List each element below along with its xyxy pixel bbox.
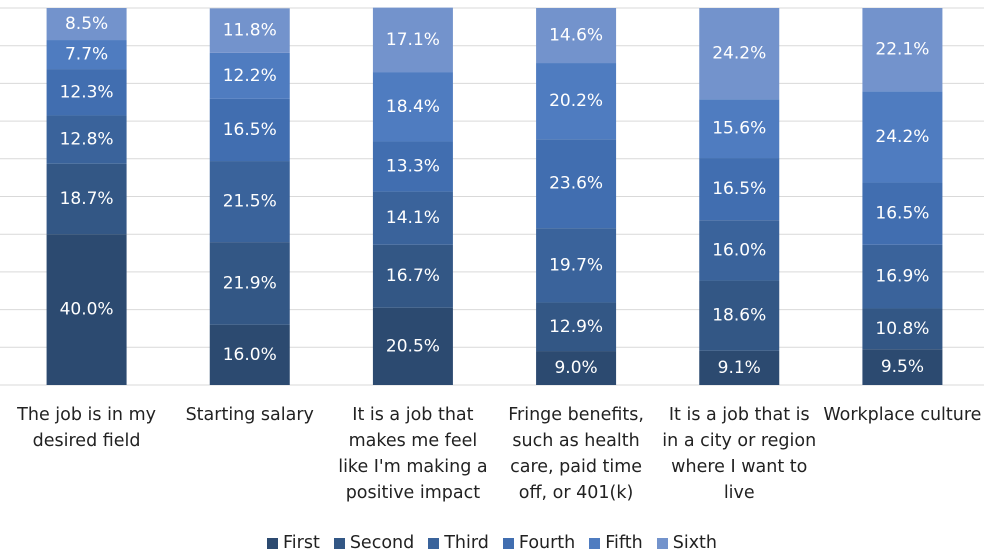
- bar-segment: [699, 350, 780, 385]
- data-label: 19.7%: [549, 255, 603, 275]
- bar-segment: [699, 8, 780, 100]
- bar-segment: [209, 98, 290, 162]
- bar-segment: [699, 158, 780, 221]
- data-label: 16.9%: [875, 267, 929, 287]
- bar-segment: [536, 351, 617, 385]
- data-label: 7.7%: [65, 45, 108, 65]
- legend: First Second Third Fourth Fifth Sixth: [0, 533, 984, 553]
- data-label: 15.6%: [712, 119, 766, 139]
- bar-segment: [372, 141, 453, 192]
- bar-segment: [372, 244, 453, 308]
- legend-swatch: [656, 537, 668, 549]
- data-label: 20.2%: [549, 91, 603, 111]
- legend-swatch: [502, 537, 514, 549]
- data-label: 12.2%: [223, 66, 277, 86]
- bar-segment: [46, 163, 127, 235]
- bar-segment: [536, 228, 617, 303]
- bar-segment: [372, 307, 453, 385]
- data-label: 9.0%: [554, 358, 597, 378]
- x-tick-label: Starting salary: [185, 405, 314, 425]
- legend-label: Sixth: [672, 533, 718, 553]
- data-label: 9.5%: [881, 357, 924, 377]
- data-label: 16.5%: [875, 204, 929, 224]
- bar-segment: [862, 349, 943, 385]
- data-label: 17.1%: [386, 30, 440, 50]
- bar-segment: [372, 191, 453, 245]
- legend-label: First: [282, 533, 320, 553]
- plot: 40.0% 18.7% 12.8% 12.3% 7.7% 8.5% 16.0% 21.9% 21…: [0, 7, 984, 386]
- bar-segment: [209, 52, 290, 99]
- data-label: 22.1%: [875, 40, 929, 60]
- legend-label: Second: [349, 533, 415, 553]
- bar-segment: [862, 182, 943, 245]
- data-label: 16.5%: [223, 120, 277, 140]
- x-tick-label: It is a job that makes me feel like I'm …: [338, 405, 488, 503]
- data-label: 8.5%: [65, 14, 108, 34]
- data-label: 14.6%: [549, 26, 603, 46]
- bar-segment: [536, 139, 617, 229]
- data-label: 9.1%: [718, 358, 761, 378]
- data-label: 23.6%: [549, 174, 603, 194]
- legend-swatch: [333, 537, 345, 549]
- data-label: 16.5%: [712, 179, 766, 199]
- data-label: 18.6%: [712, 306, 766, 326]
- legend-item: Fourth: [502, 533, 576, 553]
- bar-segment: [699, 99, 780, 159]
- legend-item: Sixth: [656, 533, 718, 553]
- bar-segment: [536, 63, 617, 140]
- data-label: 40.0%: [60, 300, 114, 320]
- bar-segment: [46, 8, 127, 41]
- data-label: 24.2%: [712, 44, 766, 64]
- x-tick-label: It is a job that is in a city or region …: [662, 405, 817, 503]
- data-label: 18.7%: [60, 189, 114, 209]
- data-label: 12.3%: [60, 82, 114, 102]
- x-tick-label: Fringe benefits, such as health care, pa…: [508, 405, 644, 503]
- bar-segment: [372, 72, 453, 142]
- data-label: 13.3%: [386, 157, 440, 177]
- legend-item: Second: [333, 533, 415, 553]
- data-label: 21.9%: [223, 273, 277, 293]
- bar-segment: [699, 220, 780, 281]
- data-label: 16.0%: [712, 240, 766, 260]
- bar-segment: [862, 8, 943, 92]
- bar-segment: [209, 8, 290, 53]
- bar-segment: [699, 280, 780, 351]
- bar-segment: [862, 244, 943, 309]
- legend-item: Fifth: [589, 533, 643, 553]
- data-label: 16.7%: [386, 266, 440, 286]
- bar-segment: [46, 69, 127, 116]
- x-tick-label: Workplace culture: [823, 405, 982, 425]
- legend-label: Fifth: [605, 533, 643, 553]
- bar-segment: [209, 324, 290, 385]
- data-label: 18.4%: [386, 97, 440, 117]
- x-tick-label: The job is in my desired field: [17, 405, 156, 451]
- legend-label: Third: [444, 533, 489, 553]
- bar-segment: [372, 7, 453, 73]
- data-label: 16.0%: [223, 345, 277, 365]
- data-label: 11.8%: [223, 21, 277, 41]
- bar-segment: [862, 308, 943, 350]
- legend-item: Third: [428, 533, 489, 553]
- bar-segment: [46, 115, 127, 164]
- bar-segment: [862, 91, 943, 183]
- data-label: 20.5%: [386, 336, 440, 356]
- bar-segment: [46, 40, 127, 70]
- legend-label: Fourth: [518, 533, 576, 553]
- legend-item: First: [266, 533, 320, 553]
- data-label: 10.8%: [875, 319, 929, 339]
- legend-swatch: [428, 537, 440, 549]
- bar-segment: [536, 8, 617, 64]
- bar-segment: [209, 242, 290, 325]
- data-label: 21.5%: [223, 192, 277, 212]
- bar-segment: [46, 234, 127, 385]
- data-label: 24.2%: [875, 127, 929, 147]
- data-label: 12.9%: [549, 317, 603, 337]
- legend-swatch: [266, 537, 278, 549]
- legend-swatch: [589, 537, 601, 549]
- data-label: 12.8%: [60, 130, 114, 150]
- data-label: 14.1%: [386, 208, 440, 228]
- bar-segment: [209, 161, 290, 243]
- bar-segment: [536, 302, 617, 352]
